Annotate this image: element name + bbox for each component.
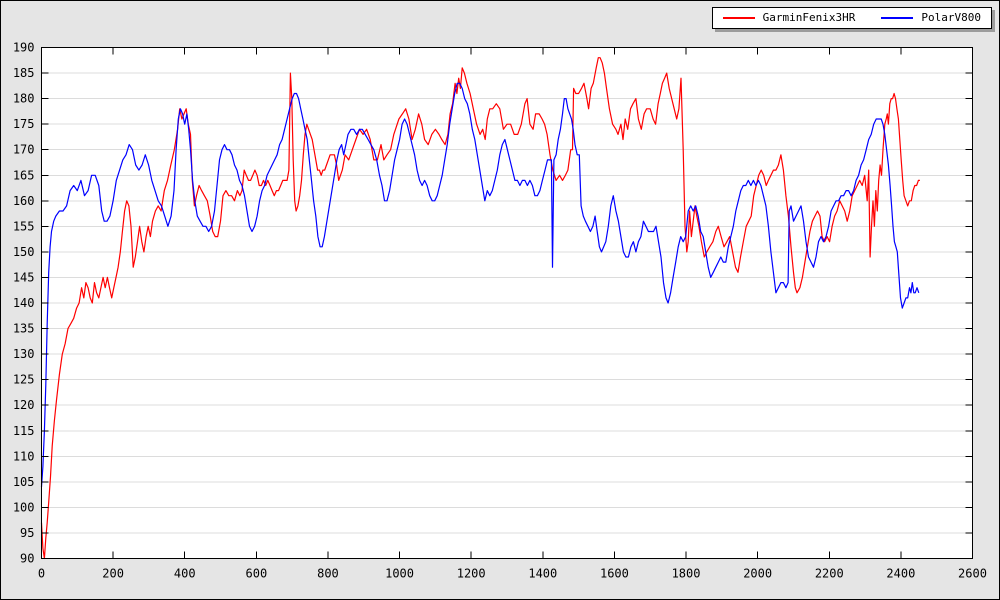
blue-line-sample-icon	[881, 17, 914, 19]
y-tick-label: 145	[13, 270, 35, 284]
y-tick-label: 180	[13, 92, 35, 106]
legend-label-polar: PolarV800	[921, 11, 981, 24]
y-tick-label: 100	[13, 500, 35, 514]
y-tick-label: 125	[13, 373, 35, 387]
x-tick-label: 2400	[886, 567, 915, 581]
x-tick-label: 1000	[385, 567, 414, 581]
y-tick-label: 120	[13, 398, 35, 412]
legend-item-garmin: GarminFenix3HR	[722, 11, 856, 24]
x-tick-label: 2200	[815, 567, 844, 581]
y-tick-label: 175	[13, 117, 35, 131]
series-line-GarminFenix3HR	[40, 57, 920, 560]
y-tick-label: 170	[13, 143, 35, 157]
x-tick-label: 1600	[600, 567, 629, 581]
y-tick-label: 130	[13, 347, 35, 361]
legend-item-polar: PolarV800	[881, 12, 981, 24]
x-tick-label: 600	[246, 567, 268, 581]
x-tick-label: 1200	[457, 567, 486, 581]
x-tick-label: 2000	[743, 567, 772, 581]
x-tick-label: 1800	[672, 567, 701, 581]
x-tick-label: 0	[38, 567, 45, 581]
y-tick-label: 135	[13, 322, 35, 336]
x-tick-label: 800	[317, 567, 339, 581]
y-tick-label: 105	[13, 475, 35, 489]
y-tick-label: 115	[13, 424, 35, 438]
y-tick-label: 190	[13, 41, 35, 55]
y-tick-label: 150	[13, 245, 35, 259]
y-tick-label: 165	[13, 168, 35, 182]
x-tick-label: 1400	[528, 567, 557, 581]
series-line-PolarV800	[40, 82, 920, 488]
x-tick-label: 2600	[958, 567, 987, 581]
red-line-sample-icon	[722, 17, 755, 19]
y-tick-label: 90	[20, 552, 34, 566]
y-tick-label: 95	[20, 526, 34, 540]
x-tick-label: 400	[174, 567, 196, 581]
x-tick-label: 200	[102, 567, 124, 581]
y-tick-label: 155	[13, 219, 35, 233]
legend: GarminFenix3HR PolarV800	[711, 7, 992, 29]
y-tick-label: 160	[13, 194, 35, 208]
y-tick-label: 140	[13, 296, 35, 310]
legend-label-garmin: GarminFenix3HR	[762, 11, 856, 24]
y-tick-label: 110	[13, 449, 35, 463]
y-tick-label: 185	[13, 66, 35, 80]
